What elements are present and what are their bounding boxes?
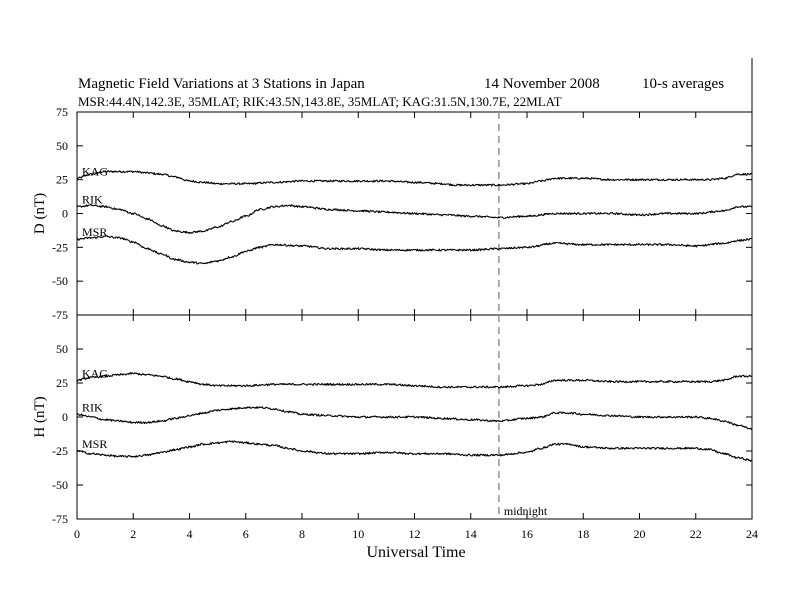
x-tick-label: 20 xyxy=(634,527,646,541)
x-tick-label: 2 xyxy=(130,527,136,541)
chart-date: 14 November 2008 xyxy=(484,76,600,92)
series-line-msr xyxy=(76,440,753,462)
x-tick-label: 6 xyxy=(243,527,249,541)
station-label-kag: KAG xyxy=(82,366,108,380)
y-tick-label: -75 xyxy=(52,308,68,322)
x-tick-label: 4 xyxy=(187,527,193,541)
panels-group: 75 50 25 0 -25 -50 -75 D (nT) KAG RIK MSR 50 25 0 -25 -… xyxy=(32,105,758,541)
station-label-rik: RIK xyxy=(82,400,103,414)
y-tick-label: 50 xyxy=(56,139,68,153)
station-label-msr: MSR xyxy=(82,437,107,451)
y-tick-label: -50 xyxy=(52,478,68,492)
series-line-msr xyxy=(76,235,753,265)
station-label-rik: RIK xyxy=(82,193,103,207)
x-tick-label: 14 xyxy=(465,527,477,541)
y-tick-label: 25 xyxy=(56,173,68,187)
y-tick-label: -25 xyxy=(52,240,68,254)
x-tick-label: 10 xyxy=(352,527,364,541)
y-tick-label: -50 xyxy=(52,274,68,288)
y-tick-label: 25 xyxy=(56,376,68,390)
x-tick-label: 18 xyxy=(577,527,589,541)
x-tick-label: 16 xyxy=(521,527,533,541)
y-tick-label: 50 xyxy=(56,342,68,356)
series-line-rik xyxy=(76,204,753,234)
x-tick-label: 22 xyxy=(690,527,702,541)
y-axis-label: H (nT) xyxy=(32,396,48,437)
series-line-rik xyxy=(76,406,753,431)
x-axis-label: Universal Time xyxy=(366,544,465,561)
station-label-kag: KAG xyxy=(82,164,108,178)
y-tick-label: 75 xyxy=(56,105,68,119)
x-tick-label: 24 xyxy=(746,527,758,541)
y-tick-label: -75 xyxy=(52,512,68,526)
series-line-kag xyxy=(76,372,753,389)
panel-top: 75 50 25 0 -25 -50 -75 D (nT) KAG RIK MSR xyxy=(32,105,753,322)
y-tick-label: 0 xyxy=(62,207,68,221)
stations-info: MSR:44.4N,142.3E, 35MLAT; RIK:43.5N,143.… xyxy=(78,94,562,109)
x-tick-label: 8 xyxy=(299,527,305,541)
x-tick-label: 12 xyxy=(409,527,421,541)
y-tick-label: -25 xyxy=(52,444,68,458)
station-label-msr: MSR xyxy=(82,225,107,239)
series-line-kag xyxy=(76,170,753,187)
midnight-label: midnight xyxy=(504,504,548,518)
x-tick-label: 0 xyxy=(74,527,80,541)
chart-averaging: 10-s averages xyxy=(642,76,724,92)
y-tick-label: 0 xyxy=(62,410,68,424)
y-axis-label: D (nT) xyxy=(32,193,48,234)
chart-title: Magnetic Field Variations at 3 Stations … xyxy=(78,76,365,92)
